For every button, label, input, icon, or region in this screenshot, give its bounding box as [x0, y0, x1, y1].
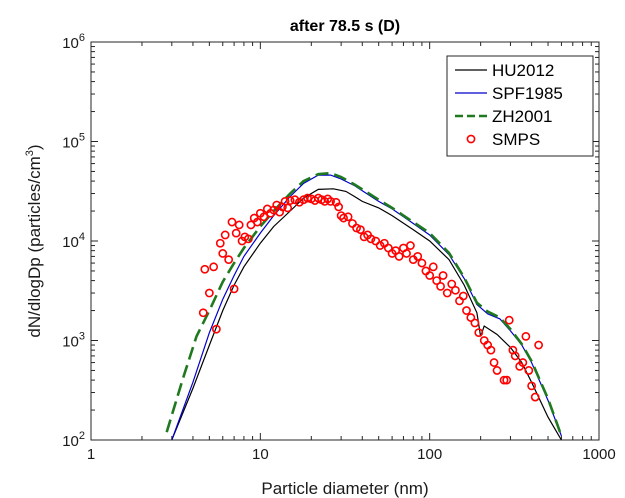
data-point-smps	[466, 313, 476, 322]
legend: HU2012 SPF1985 ZH2001 SMPS	[446, 55, 594, 157]
data-point-smps	[436, 281, 445, 291]
data-point-smps	[348, 219, 357, 228]
data-point-smps	[451, 285, 460, 295]
data-point-smps	[343, 212, 353, 222]
data-point-smps	[432, 276, 442, 285]
data-point-smps	[534, 340, 544, 350]
y-axis-label-close: )	[25, 144, 44, 150]
data-point-smps	[229, 284, 239, 294]
data-point-smps	[402, 249, 411, 258]
data-point-smps	[331, 197, 341, 207]
data-point-smps	[339, 213, 348, 223]
data-point-smps	[524, 366, 534, 375]
data-point-smps	[504, 315, 514, 325]
data-point-smps	[198, 308, 208, 318]
series-layer	[165, 171, 563, 440]
data-point-smps	[209, 262, 219, 272]
x-tick-labels: 1 10 100 1000	[87, 446, 616, 463]
data-point-smps	[502, 375, 512, 385]
x-tick-label: 100	[417, 446, 442, 463]
data-point-smps	[438, 271, 448, 280]
axis-ticks	[90, 42, 599, 441]
series-line-spf1985	[171, 174, 562, 440]
data-point-smps	[366, 234, 376, 244]
data-point-smps	[447, 279, 457, 289]
data-point-smps	[234, 220, 244, 230]
data-point-smps	[489, 358, 499, 367]
data-point-smps	[303, 193, 312, 203]
data-point-smps	[518, 358, 528, 367]
data-point-smps	[243, 234, 253, 244]
legend-swatch-smps	[466, 134, 476, 144]
y-tick-labels: 102 103 104 105 106	[62, 32, 85, 450]
data-point-smps	[218, 249, 228, 258]
legend-label-zh2001: ZH2001	[492, 107, 552, 126]
data-point-smps	[458, 291, 468, 301]
data-point-smps	[220, 230, 230, 240]
data-point-smps	[334, 202, 344, 212]
legend-label-smps: SMPS	[492, 130, 540, 149]
data-point-smps	[231, 228, 241, 238]
chart-title: after 78.5 s (D)	[290, 18, 400, 35]
series-smps	[198, 193, 544, 402]
data-point-smps	[413, 252, 423, 261]
y-axis-label-superscript: 3	[24, 150, 36, 156]
x-tick-label: 10	[252, 446, 269, 463]
data-point-smps	[442, 288, 452, 298]
data-point-smps	[527, 381, 537, 391]
data-point-smps	[530, 392, 540, 402]
data-point-smps	[455, 296, 464, 306]
data-point-smps	[521, 331, 531, 341]
data-point-smps	[417, 258, 427, 268]
data-point-smps	[486, 345, 496, 355]
data-point-smps	[470, 318, 480, 328]
legend-label-hu2012: HU2012	[492, 61, 554, 80]
y-axis-label-main: dN/dlogDp (particles/cm	[25, 156, 44, 337]
data-point-smps	[285, 196, 295, 205]
y-tick-label: 104	[62, 231, 85, 251]
data-point-smps	[326, 197, 336, 206]
y-axis-label: dN/dlogDp (particles/cm3)	[24, 144, 44, 337]
data-point-smps	[371, 236, 381, 246]
series-line-hu2012	[171, 188, 562, 440]
data-point-smps	[224, 255, 234, 265]
data-point-smps	[425, 271, 435, 280]
data-point-smps	[462, 306, 471, 315]
series-line-zh2001	[165, 171, 563, 437]
data-point-smps	[272, 200, 282, 210]
data-point-smps	[356, 225, 365, 235]
data-point-smps	[428, 262, 438, 272]
x-tick-label: 1	[87, 446, 95, 463]
data-point-smps	[259, 212, 269, 222]
data-point-smps	[406, 241, 415, 250]
data-point-smps	[200, 264, 210, 274]
data-point-smps	[499, 375, 509, 385]
legend-label-spf1985: SPF1985	[492, 84, 563, 103]
data-point-smps	[474, 328, 484, 338]
data-point-smps	[215, 238, 225, 248]
y-tick-label: 103	[62, 331, 85, 351]
x-axis-label: Particle diameter (nm)	[261, 479, 428, 498]
y-tick-label: 106	[62, 32, 85, 52]
data-point-smps	[492, 366, 502, 375]
legend-box	[446, 55, 594, 157]
y-tick-label: 105	[62, 132, 85, 152]
data-point-smps	[227, 217, 237, 227]
y-tick-label: 102	[62, 430, 85, 450]
plot-frame	[90, 41, 600, 441]
data-point-smps	[510, 351, 520, 361]
data-point-smps	[290, 195, 300, 205]
data-point-smps	[204, 288, 214, 298]
data-point-smps	[394, 252, 404, 261]
x-tick-label: 1000	[582, 446, 615, 463]
data-point-smps	[283, 203, 293, 213]
data-point-smps	[252, 217, 262, 227]
data-point-smps	[211, 324, 221, 334]
